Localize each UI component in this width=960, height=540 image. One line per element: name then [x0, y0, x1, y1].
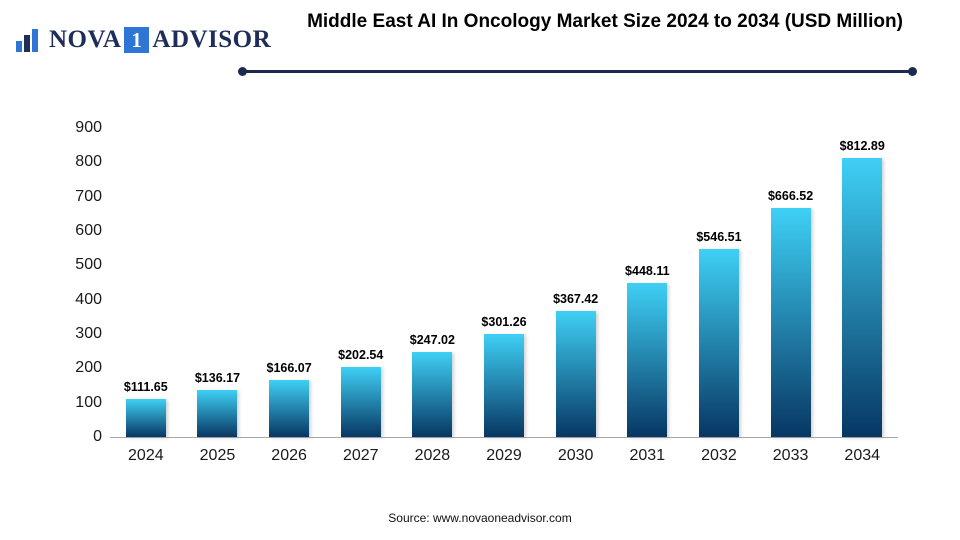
bar-column: $812.89	[826, 128, 898, 437]
bar	[770, 208, 811, 437]
bar-column: $301.26	[468, 128, 540, 437]
bar	[698, 249, 739, 437]
bar	[484, 333, 525, 437]
x-tick-label: 2027	[342, 447, 379, 464]
y-tick-label: 700	[75, 187, 102, 205]
y-tick-label: 900	[75, 119, 102, 136]
bar-column: $247.02	[397, 128, 469, 437]
bar	[627, 283, 668, 437]
x-tick-label: 2025	[199, 447, 236, 464]
bars-container: $111.65 $136.17 $166.07 $202.54 $247.02 $301.…	[110, 128, 898, 437]
bar	[412, 352, 453, 437]
bar-value-label: $247.02	[409, 333, 455, 348]
logo-text-advisor: ADVISOR	[152, 26, 272, 53]
bar	[269, 379, 310, 437]
y-axis: 0 100 200 300 400 500 600 700 800 900	[30, 119, 102, 445]
bar-value-label: $166.07	[266, 360, 312, 375]
chart-title: Middle East AI In Oncology Market Size 2…	[307, 11, 903, 32]
bar-column: $166.07	[253, 128, 325, 437]
x-tick-label: 2033	[772, 447, 809, 464]
x-tick-label: 2034	[844, 447, 881, 464]
bar-chart-logo-icon	[14, 26, 44, 54]
bar-column: $448.11	[611, 128, 683, 437]
bar-value-label: $666.52	[767, 189, 814, 204]
logo-text-nova: NOVA	[49, 26, 122, 53]
logo-one-badge: 1	[124, 27, 150, 53]
y-tick-label: 0	[93, 428, 102, 445]
bar-value-label: $546.51	[696, 230, 742, 245]
bar	[340, 367, 381, 437]
bar	[125, 398, 166, 437]
x-tick-label: 2030	[557, 447, 594, 464]
y-tick-label: 500	[75, 256, 102, 274]
bar	[197, 390, 238, 437]
title-divider	[238, 67, 917, 76]
x-tick-label: 2029	[486, 447, 522, 464]
x-tick-label: 2031	[629, 447, 666, 464]
bar-value-label: $111.65	[123, 379, 168, 394]
plot-area: $111.65 $136.17 $166.07 $202.54 $247.02 $301.…	[110, 128, 898, 438]
x-tick-label: 2026	[271, 447, 307, 464]
bar-value-label: $812.89	[839, 138, 885, 153]
y-tick-label: 800	[75, 153, 102, 171]
x-tick-label: 2028	[414, 447, 451, 464]
bar-value-label: $202.54	[338, 348, 384, 363]
x-axis: 2024 2025 2026 2027 2028 2029 2030 2031 2032 2033…	[110, 447, 898, 465]
bar-value-label: $367.42	[553, 291, 599, 306]
y-tick-label: 200	[75, 359, 102, 377]
bar-column: $111.65	[110, 128, 182, 437]
bar-column: $367.42	[540, 128, 612, 437]
bar-column: $136.17	[182, 128, 254, 437]
bar-value-label: $301.26	[481, 314, 527, 329]
y-tick-label: 400	[75, 290, 102, 308]
y-tick-label: 600	[75, 222, 102, 239]
logo: NOVA 1 ADVISOR	[14, 26, 271, 54]
bar	[842, 157, 883, 437]
y-tick-label: 300	[75, 325, 102, 342]
bar-value-label: $448.11	[625, 264, 670, 279]
bar-column: $546.51	[683, 128, 755, 437]
bar-column: $202.54	[325, 128, 397, 437]
bar	[555, 310, 596, 437]
x-tick-label: 2024	[128, 447, 164, 464]
source-text: Source: www.novaoneadvisor.com	[388, 511, 572, 525]
logo-text: NOVA 1 ADVISOR	[49, 26, 271, 54]
bar-column: $666.52	[755, 128, 827, 437]
bar-value-label: $136.17	[194, 371, 241, 386]
y-tick-label: 100	[75, 393, 102, 411]
x-tick-label: 2032	[701, 447, 737, 464]
